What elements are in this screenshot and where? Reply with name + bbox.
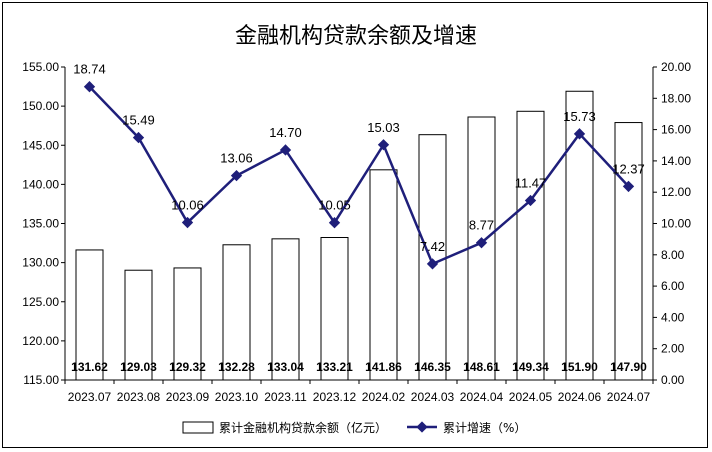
growth-line	[88, 85, 630, 266]
line-point	[230, 169, 243, 182]
x-tick-label: 2024.05	[509, 390, 553, 404]
bar-value-label: 133.21	[316, 360, 353, 374]
y-left-tick-label: 145.00	[22, 138, 59, 152]
legend: 累计金融机构贷款余额（亿元） 累计增速（%）	[182, 420, 526, 435]
bar-value-label: 148.61	[463, 360, 500, 374]
x-tick-label: 2024.06	[558, 390, 602, 404]
bar	[516, 110, 545, 381]
x-tick-label: 2024.04	[460, 390, 504, 404]
x-tick-label: 2023.12	[313, 390, 357, 404]
y-right-tick-label: 8.00	[661, 248, 685, 262]
bar-value-label: 147.90	[610, 360, 647, 374]
line-value-label: 10.06	[171, 198, 204, 213]
y-right-tick-label: 0.00	[661, 373, 685, 387]
legend-bar-label: 累计金融机构贷款余额（亿元）	[219, 420, 387, 435]
line-value-label: 13.06	[220, 151, 253, 166]
bar	[271, 238, 300, 381]
line-value-label: 8.77	[469, 218, 494, 233]
y-left-tick-label: 140.00	[22, 177, 59, 191]
y-right-tick-label: 12.00	[661, 185, 691, 199]
y-right-tick-label: 14.00	[661, 154, 691, 168]
line-value-label: 14.70	[269, 125, 302, 140]
bar	[320, 237, 349, 381]
x-tick-label: 2023.07	[68, 390, 112, 404]
bar	[173, 267, 202, 381]
legend-bar-swatch	[182, 421, 214, 434]
line-point	[426, 258, 439, 270]
y-right-tick-label: 2.00	[661, 342, 685, 356]
bar-value-label: 141.86	[365, 360, 402, 374]
bar-value-label: 129.03	[120, 360, 157, 374]
y-left-tick-label: 120.00	[22, 334, 59, 348]
chart: 金融机构贷款余额及增速 115.00 120.00 125.00 130.00 135.…	[22, 24, 691, 435]
chart-title: 金融机构贷款余额及增速	[235, 24, 477, 49]
x-tick-label: 2023.08	[117, 390, 161, 404]
line-value-label: 7.42	[420, 239, 445, 254]
line-value-label: 15.03	[367, 120, 400, 135]
line-point	[475, 237, 488, 249]
line-point	[524, 194, 537, 207]
legend-line-marker	[416, 421, 428, 433]
y-right-tick-label: 16.00	[661, 123, 691, 137]
bar-value-label: 146.35	[414, 360, 451, 374]
line-value-label: 10.05	[318, 198, 351, 213]
x-tick-label: 2023.09	[166, 390, 210, 404]
bar	[614, 122, 643, 381]
y-left-tick-label: 150.00	[22, 99, 59, 113]
bar	[369, 169, 398, 381]
x-tick-label: 2024.02	[362, 390, 406, 404]
bar-value-label: 149.34	[512, 360, 549, 374]
line-value-label: 15.73	[563, 109, 596, 124]
line-point	[622, 180, 635, 193]
x-tick-label: 2024.07	[607, 390, 651, 404]
chart-frame: 金融机构贷款余额及增速 115.00 120.00 125.00 130.00 135.…	[2, 2, 708, 448]
line-point	[328, 217, 341, 229]
x-tick-label: 2023.10	[215, 390, 259, 404]
y-right-tick-label: 18.00	[661, 91, 691, 105]
bar	[75, 249, 104, 381]
bar-value-label: 131.62	[71, 360, 108, 374]
bar-value-label: 133.04	[267, 360, 304, 374]
line-value-label: 11.47	[515, 175, 547, 190]
bar	[418, 134, 447, 381]
y-right-tick-label: 20.00	[661, 60, 691, 74]
y-left-tick-label: 130.00	[22, 256, 59, 270]
bar	[124, 269, 153, 381]
line-point	[279, 144, 292, 156]
bar-value-label: 132.28	[218, 360, 255, 374]
line-value-label: 18.74	[73, 62, 106, 77]
y-left-tick-label: 115.00	[23, 373, 59, 387]
line-point	[132, 131, 145, 144]
bar	[467, 116, 496, 381]
bar-value-label: 129.32	[169, 360, 206, 374]
line-value-label: 12.37	[612, 161, 645, 176]
y-left-tick-label: 135.00	[22, 217, 59, 231]
bar	[222, 244, 251, 381]
y-right-tick-label: 6.00	[661, 279, 685, 293]
plot-area: 115.00 120.00 125.00 130.00 135.00 140.00 145.…	[22, 60, 691, 404]
x-tick-label: 2023.11	[264, 390, 307, 404]
line-point	[181, 216, 194, 229]
y-right-tick-label: 4.00	[661, 310, 685, 324]
legend-line-label: 累计增速（%）	[443, 421, 526, 435]
line-point	[377, 139, 390, 151]
x-tick-label: 2024.03	[411, 390, 455, 404]
y-right-tick-label: 10.00	[661, 217, 691, 231]
bar-value-label: 151.90	[561, 360, 598, 374]
y-left-tick-label: 125.00	[22, 295, 59, 309]
line-value-label: 15.49	[122, 113, 155, 128]
y-left-tick-label: 155.00	[22, 60, 59, 74]
